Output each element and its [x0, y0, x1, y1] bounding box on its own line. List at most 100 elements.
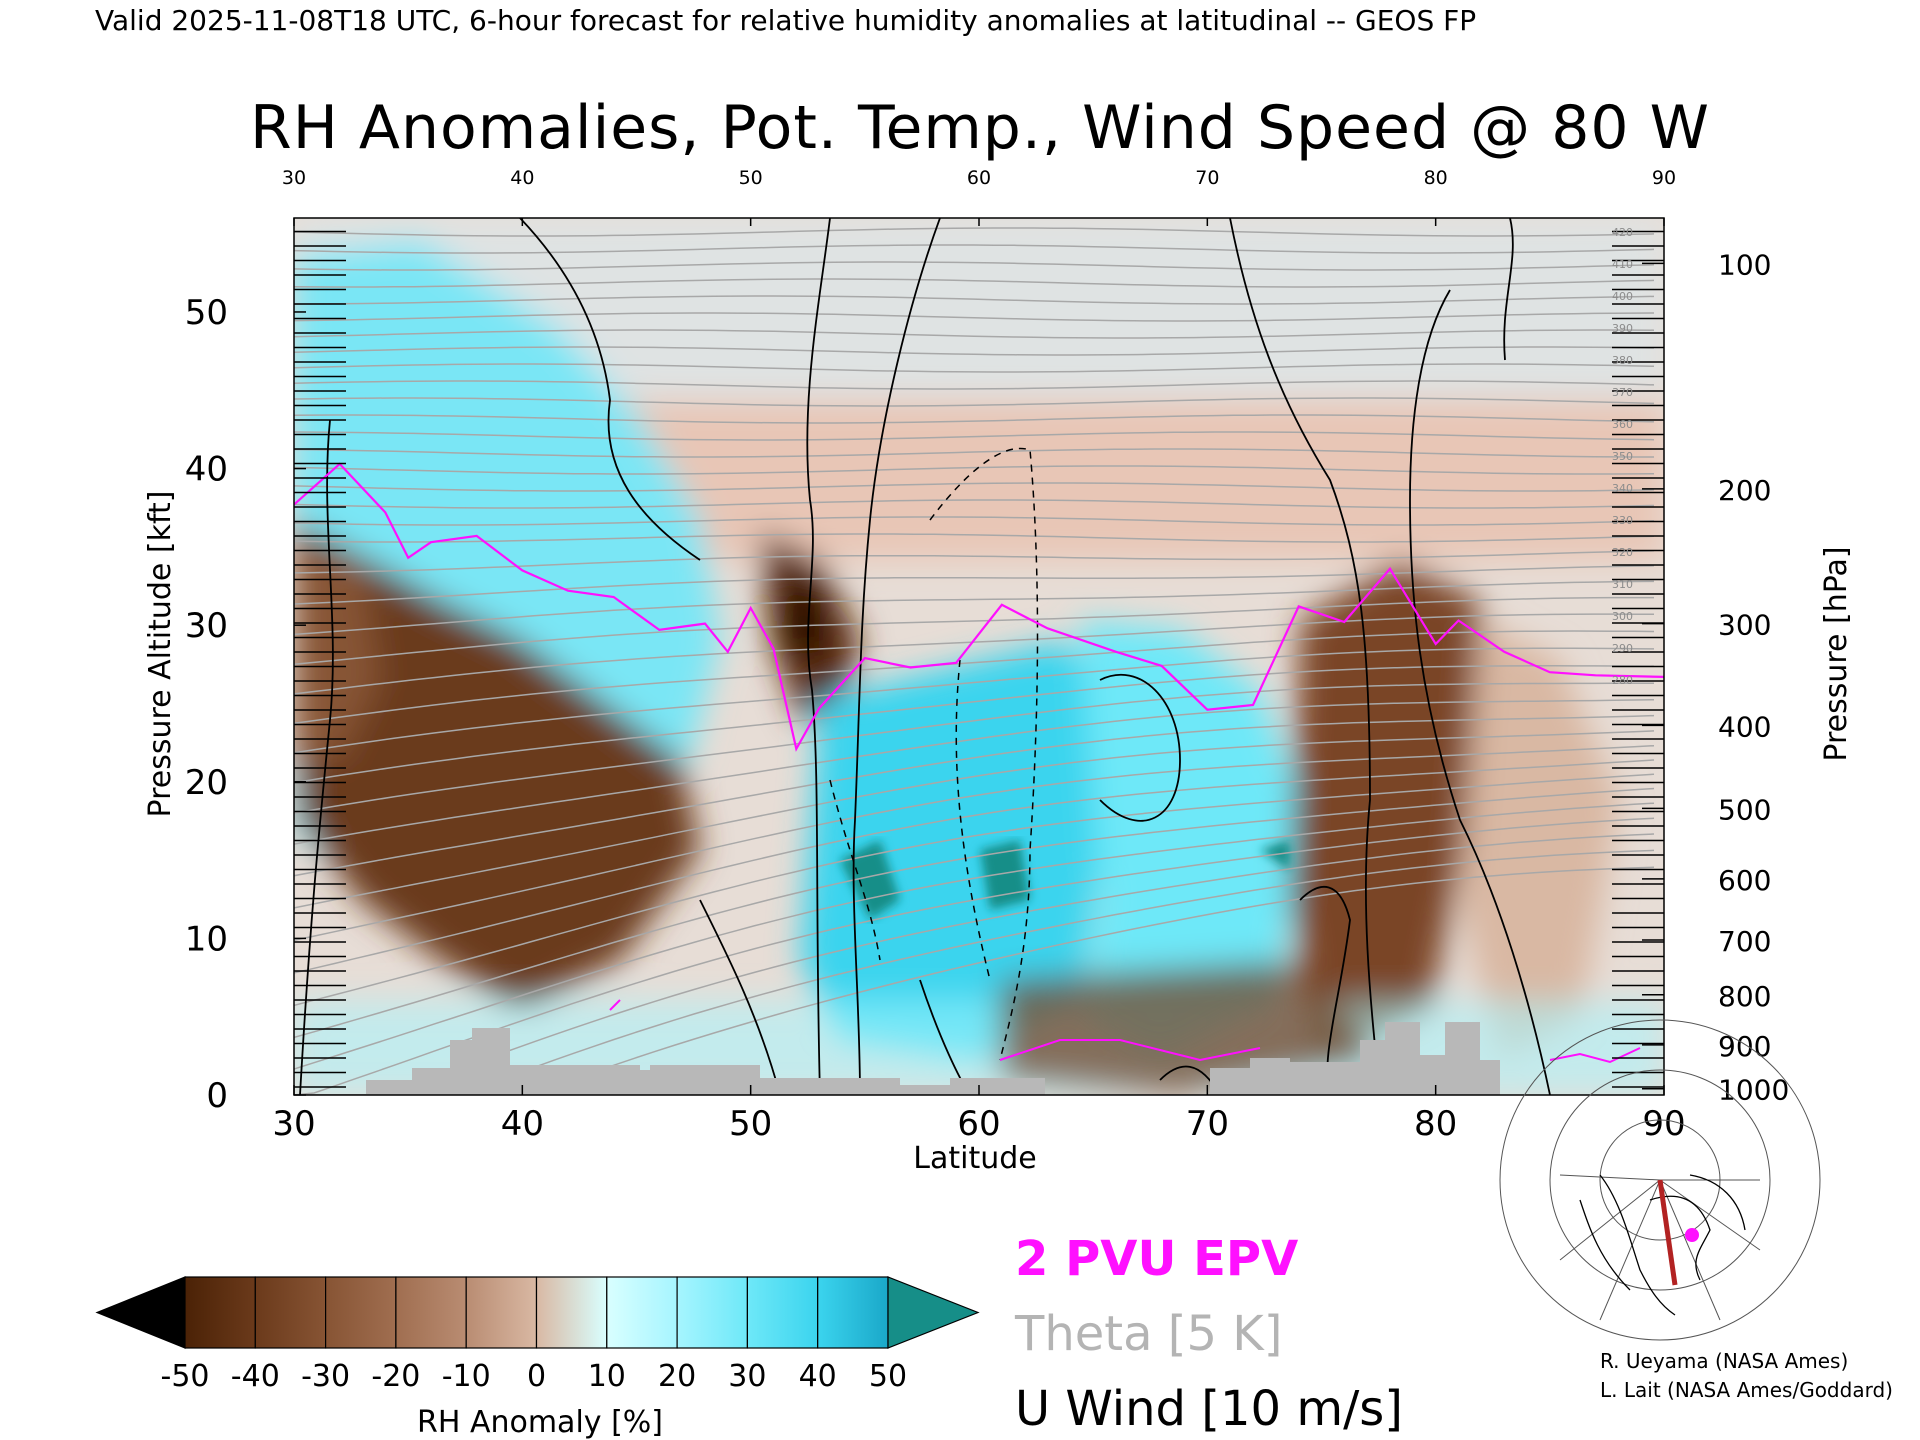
credit-line-1: R. Ueyama (NASA Ames): [1600, 1349, 1848, 1373]
legend-epv: 2 PVU EPV: [1015, 1231, 1298, 1287]
theta-label: 290: [1612, 642, 1633, 655]
theta-isentrope: [294, 363, 1655, 373]
pressure-tick-label: 200: [1718, 474, 1771, 507]
x-tick-label-top: 40: [510, 167, 534, 189]
theta-isentrope: [294, 380, 1655, 390]
theta-isentrope: [294, 261, 1655, 271]
theta-isentrope: [294, 596, 1654, 666]
colorbar-segment: [395, 1276, 467, 1349]
theta-isentrope: [294, 759, 1655, 974]
x-tick-label-top: 90: [1652, 167, 1676, 189]
credit-line-2: L. Lait (NASA Ames/Goddard): [1600, 1378, 1893, 1402]
theta-isentrope: [294, 244, 1655, 254]
legend-theta: Theta [5 K]: [1014, 1306, 1283, 1362]
theta-label: 410: [1612, 258, 1633, 271]
u-wind-contours: [299, 218, 1551, 1095]
colorbar-tick-label: 10: [588, 1359, 626, 1394]
theta-isentrope: [294, 414, 1655, 424]
rh-anomaly-field: [294, 218, 1664, 1095]
theta-isentrope: [294, 565, 1655, 605]
theta-isentrope: [294, 482, 1655, 492]
theta-isentrope: [294, 227, 1655, 237]
x-tick-label: 40: [501, 1104, 544, 1144]
y-tick-label: 30: [185, 606, 228, 646]
colorbar-tick-label: 50: [869, 1359, 907, 1394]
theta-isentrope: [294, 665, 1655, 784]
colorbar-tick-label: 40: [799, 1359, 837, 1394]
colorbar-over: [887, 1276, 980, 1349]
theta-isentrope: [294, 295, 1655, 305]
theta-isentrope: [294, 787, 1655, 1039]
y-axis-left: 0 10 20 30 40 50: [185, 293, 306, 1116]
theta-label: 420: [1612, 226, 1633, 239]
x-tick-label: 30: [272, 1104, 315, 1144]
y-tick-label: 10: [185, 919, 228, 959]
y-axis-label-right: Pressure [hPa]: [1819, 546, 1854, 761]
chart-title: RH Anomalies, Pot. Temp., Wind Speed @ 8…: [250, 93, 1710, 163]
x-tick-label-top: 60: [967, 167, 991, 189]
super-title: Valid 2025-11-08T18 UTC, 6-hour forecast…: [95, 4, 1476, 37]
x-axis-label: Latitude: [913, 1141, 1036, 1176]
theta-isentrope: [294, 744, 1655, 942]
colorbar-label: RH Anomaly [%]: [417, 1405, 663, 1440]
colorbar-tick-label: 30: [728, 1359, 766, 1394]
theta-label: 380: [1612, 354, 1633, 367]
colorbar-tick-label: -50: [161, 1359, 210, 1394]
theta-isentrope: [294, 533, 1655, 543]
theta-label: 280: [1612, 674, 1633, 687]
x-tick-label-top: 30: [282, 167, 306, 189]
x-axis-top: 30 40 50 60 70 80 90: [282, 167, 1676, 226]
locator-map: [1499, 1019, 1821, 1341]
pressure-tick-label: 300: [1718, 609, 1771, 642]
colorbar-segment: [465, 1276, 538, 1349]
y-tick-label: 50: [185, 293, 228, 333]
colorbar-under: [95, 1276, 186, 1349]
colorbar-tick-label: 20: [658, 1359, 696, 1394]
pressure-tick-label: 800: [1718, 980, 1771, 1013]
theta-isentrope: [294, 817, 1655, 1095]
theta-isentrope: [294, 550, 1655, 574]
theta-isentrope: [294, 516, 1655, 526]
y-tick-label: 20: [185, 763, 228, 803]
x-tick-label-top: 50: [739, 167, 763, 189]
theta-isentrope: [294, 580, 1655, 636]
colorbar-segment: [676, 1276, 748, 1349]
colorbar: -50 -40 -30 -20 -10 0 10 20 30 40 50: [95, 1276, 980, 1394]
colorbar-tick-label: 0: [527, 1359, 546, 1394]
x-tick-label-top: 80: [1424, 167, 1448, 189]
pressure-tick-label: 500: [1718, 793, 1771, 826]
theta-isentrope: [294, 714, 1655, 877]
theta-isentrope: [294, 698, 1655, 845]
theta-label: 340: [1612, 482, 1633, 495]
pressure-tick-label: 1000: [1718, 1074, 1789, 1107]
pressure-tick-label: 100: [1718, 248, 1771, 281]
x-tick-label: 80: [1414, 1104, 1457, 1144]
epv-2pvu-line: [294, 462, 1664, 752]
colorbar-segment: [606, 1276, 678, 1349]
theta-isentrope: [294, 278, 1655, 288]
colorbar-segment: [254, 1276, 327, 1349]
theta-isentrope: [294, 431, 1655, 441]
colorbar-segment: [325, 1276, 397, 1349]
theta-label: 320: [1612, 546, 1633, 559]
y-tick-label: 0: [206, 1076, 228, 1116]
theta-isentrope: [294, 802, 1655, 1070]
colorbar-tick-label: -10: [442, 1359, 491, 1394]
pressure-tick-label: 700: [1718, 925, 1771, 958]
theta-isentrope: [294, 312, 1655, 322]
locator-marker: [1685, 1228, 1699, 1242]
theta-label: 370: [1612, 386, 1633, 399]
theta-label: 300: [1612, 610, 1633, 623]
theta-isentrope: [294, 613, 1655, 695]
colorbar-segment: [817, 1276, 889, 1349]
theta-isentrope: [294, 630, 1655, 725]
theta-isentrope: [294, 465, 1655, 475]
theta-label: 360: [1612, 418, 1633, 431]
theta-isentrope: [294, 448, 1654, 458]
theta-isentrope: [294, 833, 1655, 1095]
theta-isentrope: [294, 499, 1655, 509]
x-axis-bottom: 30 40 50 60 70 80 90: [272, 1085, 1686, 1144]
theta-isentrope: [294, 397, 1655, 407]
